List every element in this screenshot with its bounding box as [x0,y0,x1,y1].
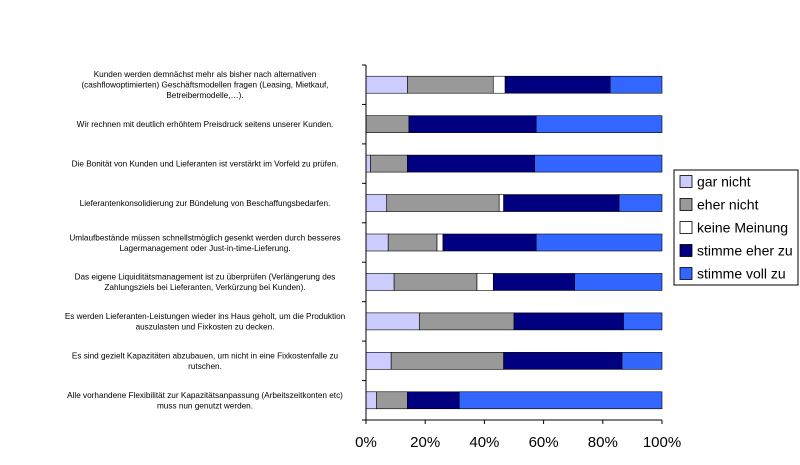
bar-segment-1 [387,233,438,252]
legend-label: keine Meinung [697,220,788,236]
category-label-line: Das eigene Liquiditätsmanagement ist zu … [75,273,336,282]
category-label-line: Es werden Lieferanten-Leistungen wieder … [65,312,346,321]
category-label-line: Es sind gezielt Kapazitäten abzubauen, u… [72,352,339,361]
bar-segment-0 [365,154,371,173]
legend-swatch [679,221,693,234]
category-label-line: muss nun genutzt werden. [157,402,253,411]
bar-segment-3 [503,352,623,370]
bar-segment-0 [365,233,389,252]
bar-segment-1 [393,273,478,291]
bar-segment-4 [623,312,663,331]
legend-swatch [679,267,693,280]
category-labels: Kunden werden demnächst mehr als bisher … [65,70,346,410]
bar-segment-3 [407,391,460,410]
bar-segment-1 [418,312,515,331]
bar-segment-1 [386,194,500,212]
category-label: Das eigene Liquiditätsmanagement ist zu … [75,273,336,293]
bar-segment-0 [365,352,392,370]
x-axis: 0% 20% 40% 60% 80% 100% [355,64,681,451]
legend-box [673,169,799,286]
category-label: Wir rechnen mit deutlich erhöhtem Preisd… [77,120,334,129]
bar-segment-1 [390,352,504,370]
bar-segment-3 [492,273,575,291]
bar-segment-0 [365,312,420,331]
legend-label: eher nicht [697,197,759,213]
category-label-line: Umlaufbestände müssen schnellstmöglich g… [69,233,340,242]
bar-segment-4 [535,233,663,252]
bar-segment-4 [535,115,663,133]
bar-segment-4 [618,194,663,212]
category-label-line: auszulasten und Fixkosten zu decken. [136,323,275,332]
category-label-line: (cashflowoptimierten) Geschäftsmodellen … [81,81,328,90]
bar-segment-2 [436,233,444,252]
category-label-line: rutschen. [188,362,222,371]
bar-segment-1 [365,115,410,133]
bar-segment-3 [513,312,624,331]
bar-segment-4 [458,391,663,410]
category-label: Es werden Lieferanten-Leistungen wieder … [65,312,346,332]
legend-label: stimme voll zu [697,266,786,282]
bar-segment-4 [574,273,663,291]
x-tick-label: 40% [469,434,499,451]
category-label-line: Kunden werden demnächst mehr als bisher … [94,70,317,79]
legend-label: gar nicht [697,174,751,190]
category-label-line: Lieferantenkonsolidierung zur Bündelung … [80,199,331,208]
bar-segment-0 [365,75,408,94]
legend-label: stimme eher zu [697,243,793,259]
x-tick-label: 20% [410,434,440,451]
category-label: Kunden werden demnächst mehr als bisher … [81,70,328,100]
bar-segment-0 [365,391,377,410]
bar-segment-4 [621,352,663,370]
category-label-line: Zahlungsziels bei Lieferanten, Verkürzun… [104,283,305,292]
legend-swatch [679,244,693,257]
bar-segment-1 [370,154,408,173]
bar-segment-1 [407,75,494,94]
bar-segment-4 [609,75,663,94]
category-label-line: Alle vorhandene Flexibilität zur Kapazit… [67,391,343,400]
category-label-line: Lagermanagement oder Just-in-time-Liefer… [119,244,290,253]
x-tick-label: 60% [529,434,559,451]
category-label: Lieferantenkonsolidierung zur Bündelung … [80,199,331,208]
bars-group [365,75,663,410]
legend: gar nicht eher nicht keine Meinung stimme e… [673,169,799,286]
bar-segment-3 [504,75,611,94]
category-label: Es sind gezielt Kapazitäten abzubauen, u… [72,352,339,372]
bar-segment-1 [376,391,408,410]
bar-segment-2 [476,273,494,291]
category-label: Die Bonität von Kunden und Lieferanten i… [72,160,339,169]
legend-swatch [679,198,693,211]
bar-segment-2 [498,194,504,212]
bar-segment-0 [365,273,395,291]
x-tick-label: 100% [643,434,681,451]
category-label: Umlaufbestände müssen schnellstmöglich g… [69,233,340,253]
bar-segment-3 [503,194,620,212]
bar-segment-0 [365,194,388,212]
x-tick-label: 80% [588,434,618,451]
bar-segment-4 [534,154,663,173]
category-label-line: Betreibermodelle,…). [166,91,243,100]
bar-segment-2 [492,75,506,94]
category-label-line: Wir rechnen mit deutlich erhöhtem Preisd… [77,120,334,129]
x-tick-label: 0% [355,434,377,451]
bar-segment-3 [442,233,537,252]
bar-segment-3 [408,115,537,133]
legend-swatch [679,175,693,188]
category-label-line: Die Bonität von Kunden und Lieferanten i… [72,160,339,169]
bar-segment-3 [407,154,536,173]
category-label: Alle vorhandene Flexibilität zur Kapazit… [67,391,343,411]
